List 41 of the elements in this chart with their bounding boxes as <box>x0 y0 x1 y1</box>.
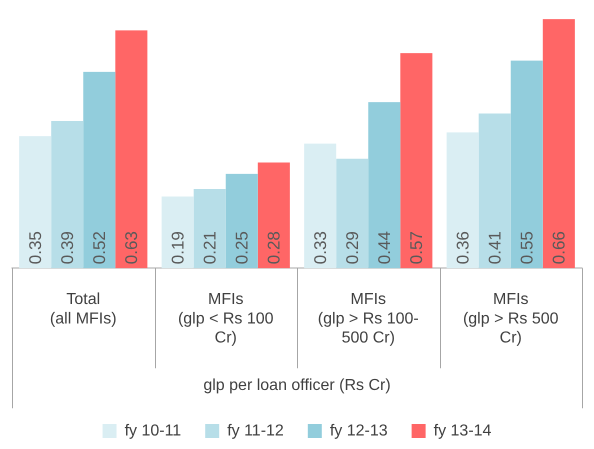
bar <box>226 174 258 268</box>
data-label: 0.33 <box>310 231 330 264</box>
data-label: 0.21 <box>200 231 220 264</box>
bar <box>368 102 400 268</box>
x-tick-label: MFIs (glp > Rs 100-500 Cr) <box>318 291 419 347</box>
bar <box>542 19 575 268</box>
data-label: 0.36 <box>453 231 472 264</box>
legend-label: fy 13-14 <box>434 422 492 440</box>
bar <box>194 188 226 268</box>
data-label: 0.57 <box>407 231 426 264</box>
bar <box>162 196 194 268</box>
data-label: 0.35 <box>26 231 45 264</box>
data-label: 0.19 <box>168 231 188 264</box>
bar <box>19 136 52 268</box>
bar <box>83 72 116 268</box>
data-label: 0.44 <box>374 231 394 264</box>
bar <box>446 132 479 268</box>
bar <box>51 121 84 268</box>
data-label: 0.39 <box>58 231 77 264</box>
x-axis-title: glp per loan officer (Rs Cr) <box>203 376 391 394</box>
data-label: 0.52 <box>90 231 109 264</box>
x-tick-label: MFIs (glp > Rs 500 Cr) <box>462 291 559 347</box>
data-label: 0.41 <box>485 231 504 264</box>
x-tick-label: MFIs (glp < Rs 100 Cr) <box>178 291 274 347</box>
data-label: 0.28 <box>264 231 284 264</box>
x-tick-label: Total (all MFIs) <box>50 291 117 328</box>
bar <box>258 162 290 268</box>
bar <box>115 30 148 268</box>
bar <box>400 53 432 268</box>
legend-label: fy 11-12 <box>227 422 284 440</box>
bar <box>478 113 511 268</box>
data-label: 0.55 <box>517 231 536 264</box>
data-label: 0.66 <box>550 231 569 264</box>
data-label: 0.25 <box>232 231 252 264</box>
data-label: 0.29 <box>342 231 362 264</box>
bar <box>304 144 336 268</box>
legend-label: fy 12-13 <box>330 422 388 440</box>
bar <box>336 158 368 268</box>
bar <box>510 60 543 268</box>
data-label: 0.63 <box>122 231 142 264</box>
legend-label: fy 10-11 <box>124 422 182 440</box>
